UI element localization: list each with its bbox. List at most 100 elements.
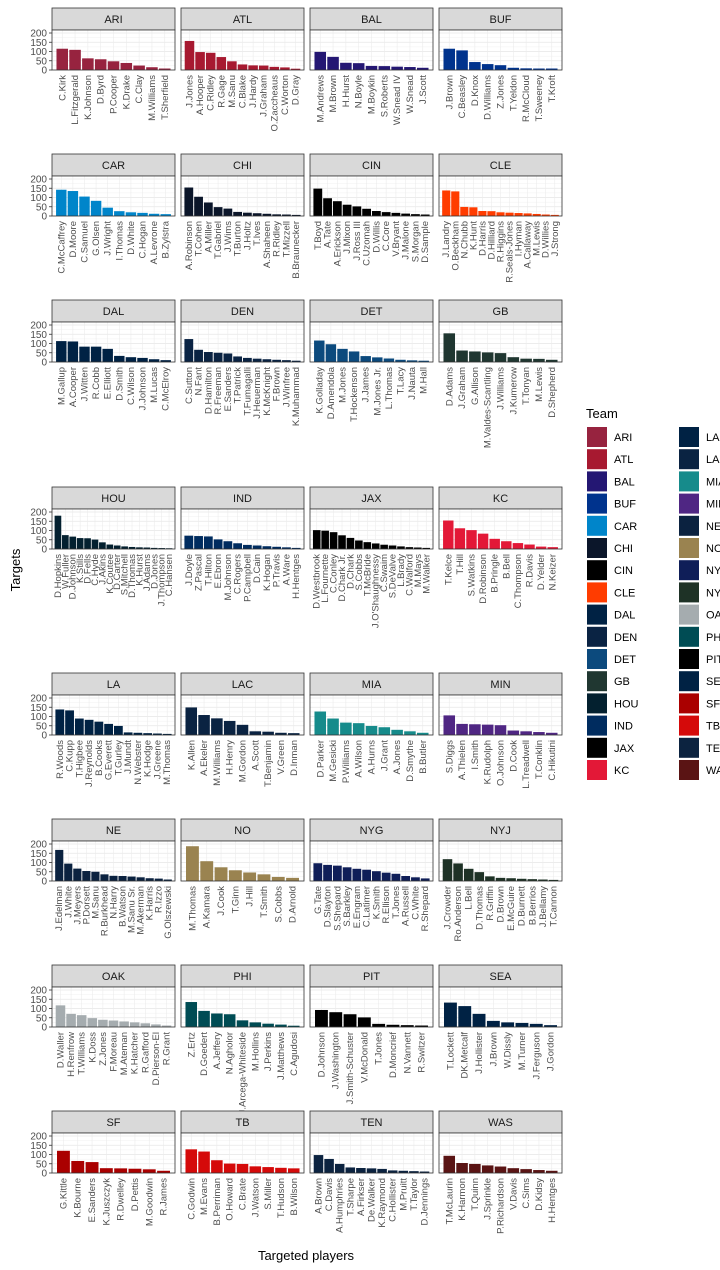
player-tick-label: O.Zaccheaus — [269, 75, 280, 132]
player-tick-label: I.Smith — [470, 740, 481, 770]
player-tick-label: B.Watson — [118, 886, 129, 927]
bar — [532, 213, 541, 216]
legend-item-ind: IND — [587, 715, 633, 736]
bar — [252, 545, 262, 549]
bar — [160, 214, 171, 216]
bar — [161, 1025, 172, 1027]
legend-item-ne: NE — [679, 515, 720, 536]
bar — [332, 201, 342, 216]
player-tick-label: J.Hardy — [248, 75, 259, 108]
player-tick-label: D.Harris — [477, 221, 488, 256]
player-tick-label: E.McGuire — [506, 886, 517, 931]
panel-ind: IND J.DoyleZ.PascalT.HiltonE.EbronM.Johns… — [180, 486, 305, 602]
player-tick-label: R.Davis — [525, 554, 536, 588]
player-tick-label: M.Lucas — [149, 367, 160, 403]
bar — [507, 730, 520, 735]
legend-label: DAL — [614, 610, 635, 622]
bar — [442, 190, 451, 216]
legend-swatch — [587, 582, 607, 603]
y-tick-label: 50 — [36, 1159, 48, 1170]
bar — [391, 66, 403, 70]
panel-den: DEN C.SuttonN.FantD.HamiltonR.FreemanE.Sa… — [180, 299, 305, 426]
legend-label: SF — [706, 698, 720, 710]
panel-chi: CHI A.RobinsonT.CohenA.MillerT.GabrielJ.W… — [180, 153, 305, 279]
bar — [85, 1162, 99, 1173]
player-tick-label: M.Gesicki — [328, 740, 339, 782]
player-tick-label: W.Snead IV — [392, 74, 403, 125]
player-tick-label: A.Humphries — [335, 1178, 346, 1233]
panel-no: NO M.Thomas A.Kamara J.Cook T.Ginn J.Hill T.Sm… — [180, 818, 305, 931]
player-tick-label: C.Kupp — [65, 740, 76, 772]
legend-swatch — [587, 604, 607, 625]
bar — [157, 1170, 170, 1173]
player-tick-label: T.Gurley — [113, 740, 124, 776]
player-tick-label: V.Davis — [508, 1178, 519, 1210]
bar — [280, 67, 290, 70]
bar — [185, 707, 198, 735]
player-tick-label: M.Gallup — [56, 367, 67, 405]
player-tick-label: A.Scott — [250, 740, 261, 771]
bar — [545, 359, 558, 362]
legend-item-ari: ARI — [587, 427, 632, 447]
panel-background — [439, 987, 562, 1027]
player-tick-label: R.Griffin — [485, 886, 496, 921]
y-tick-label: 0 — [41, 731, 47, 742]
bar — [360, 356, 371, 362]
bar — [514, 213, 523, 216]
bar — [371, 211, 381, 216]
y-tick-label: 150 — [30, 849, 47, 860]
bar — [494, 1166, 507, 1173]
legend-label: BUF — [614, 499, 636, 511]
bar — [372, 357, 383, 362]
player-tick-label: D.Hopkins — [53, 554, 64, 598]
player-tick-label: J.Reynolds — [84, 740, 95, 787]
legend-label: IND — [614, 721, 633, 733]
bar — [391, 873, 401, 881]
facet-strip-label: SEA — [489, 971, 512, 983]
bar — [520, 1169, 532, 1173]
bar — [388, 545, 397, 549]
player-tick-label: K.Bourne — [73, 1178, 84, 1218]
panel-gb: GB D.Adams J.Graham G.Allison M.Valdes-Scant… — [438, 299, 563, 448]
bar — [242, 212, 252, 216]
bar — [146, 67, 158, 70]
bar — [57, 1150, 70, 1173]
player-tick-label: T.Kroft — [547, 75, 558, 103]
bar — [102, 348, 113, 362]
bar — [252, 358, 262, 362]
y-tick-label: 200 — [30, 508, 47, 519]
player-tick-label: A.Hurns — [367, 740, 378, 775]
player-tick-label: T.Boyd — [313, 221, 324, 250]
bar — [378, 727, 391, 735]
bar — [184, 339, 194, 362]
bar — [114, 211, 125, 216]
bar — [136, 547, 143, 549]
bar — [287, 733, 300, 735]
player-tick-label: M.Sanu — [227, 75, 238, 108]
legend-label: ATL — [614, 454, 633, 466]
y-tick-label: 50 — [36, 1013, 48, 1024]
legend-item-sf: SF — [679, 693, 720, 714]
player-tick-label: J.Brown — [488, 1032, 499, 1066]
legend-swatch — [679, 715, 699, 736]
bar — [66, 1013, 76, 1027]
legend-item-la: LA — [679, 427, 720, 447]
player-tick-label: D.Chark — [345, 554, 356, 589]
player-tick-label: L.Treadwell — [521, 740, 532, 789]
player-tick-label: J.Graham — [259, 75, 270, 117]
player-tick-label: R.Izzo — [154, 886, 165, 913]
legend-label: NE — [706, 521, 720, 533]
bar — [329, 532, 338, 549]
player-tick-label: J.Wright — [103, 221, 114, 256]
player-tick-label: R.Woods — [55, 740, 66, 779]
legend-label: MIA — [706, 476, 720, 488]
player-tick-label: D.Brown — [496, 886, 507, 922]
panel-border — [51, 29, 176, 71]
bar — [236, 1020, 249, 1027]
bar — [228, 870, 242, 881]
bar — [444, 1002, 457, 1027]
panel-buf: BUF J.Brown C.Beasley D.Knox D.Williams Z.Jon… — [438, 7, 563, 122]
bar — [469, 207, 478, 216]
bar — [90, 346, 102, 362]
y-tick-label: 200 — [30, 321, 47, 332]
